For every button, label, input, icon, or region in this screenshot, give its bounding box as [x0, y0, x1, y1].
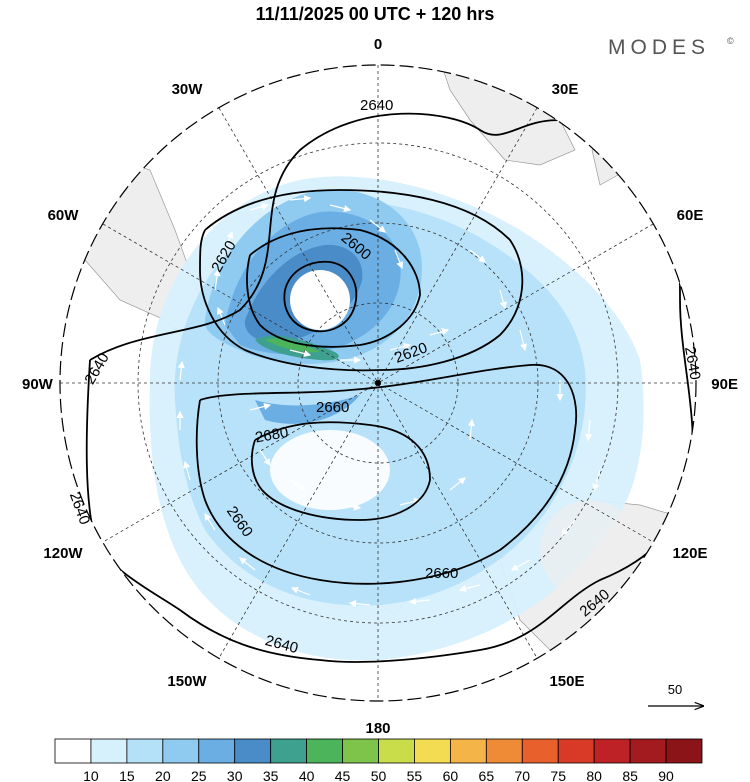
map-boundary — [59, 64, 697, 702]
label-90w: 90W — [22, 376, 54, 393]
brand-logo: MODES — [608, 36, 710, 59]
map-title: 11/11/2025 00 UTC + 120 hrs — [256, 4, 495, 24]
colorbar-tick-label: 10 — [83, 768, 99, 782]
colorbar-swatch — [485, 738, 523, 764]
colorbar-swatch — [234, 738, 272, 764]
colorbar-swatch — [342, 738, 379, 764]
label-150e: 150E — [549, 673, 584, 690]
colorbar-swatch — [629, 738, 667, 764]
reference-vector: 50 — [648, 682, 703, 706]
colorbar-swatch — [557, 738, 595, 764]
meridian-labels: 0 180 90W 90E 30W 60W 30E 60E 120W 150W … — [22, 36, 738, 737]
colorbar-swatch — [449, 738, 487, 764]
colorbar-swatch — [593, 738, 631, 764]
colorbar-tick-label: 20 — [155, 768, 171, 782]
label-90e: 90E — [711, 376, 738, 393]
colorbar-tick-label: 65 — [479, 768, 495, 782]
colorbar-swatch — [665, 738, 703, 764]
colorbar: 10 15 20 25 30 35 40 45 50 55 60 65 70 75 80 85 90 — [54, 738, 703, 782]
contour-2600 — [246, 227, 421, 348]
label-120e: 120E — [672, 545, 707, 562]
colorbar-tick-label: 45 — [335, 768, 351, 782]
contour-label: 2680 — [254, 424, 290, 447]
label-0: 0 — [374, 36, 382, 53]
contour-label: 2640 — [681, 345, 704, 381]
south-pole-marker — [375, 380, 381, 386]
colorbar-tick-label: 30 — [227, 768, 243, 782]
label-150w: 150W — [167, 673, 207, 690]
colorbar-swatch — [90, 738, 128, 764]
contour-2660-inner — [195, 364, 578, 585]
colorbar-swatch — [521, 738, 559, 764]
contour-label: 2660 — [316, 399, 349, 416]
colorbar-tick-label: 40 — [299, 768, 315, 782]
colorbar-swatch — [54, 738, 92, 764]
wind-speed-shading — [149, 176, 644, 661]
wind-vectors — [176, 195, 601, 608]
label-30e: 30E — [552, 81, 579, 98]
contour-2620 — [199, 189, 524, 372]
label-30w: 30W — [172, 81, 204, 98]
colorbar-swatch — [162, 738, 200, 764]
brand-mark: © — [727, 36, 734, 46]
colorbar-tick-label: 25 — [191, 768, 207, 782]
colorbar-swatch — [414, 738, 451, 764]
colorbar-swatch — [198, 738, 236, 764]
colorbar-tick-label: 75 — [550, 768, 566, 782]
label-180: 180 — [365, 720, 390, 737]
label-60w: 60W — [48, 207, 80, 224]
colorbar-tick-label: 60 — [443, 768, 459, 782]
colorbar-tick-label: 15 — [119, 768, 135, 782]
colorbar-swatch — [126, 738, 164, 764]
colorbar-tick-label: 70 — [514, 768, 530, 782]
contour-label: 2660 — [425, 565, 458, 582]
colorbar-swatch — [270, 738, 308, 764]
colorbar-swatch — [306, 738, 343, 764]
contour-2680 — [250, 421, 431, 521]
colorbar-tick-label: 55 — [407, 768, 423, 782]
label-120w: 120W — [43, 545, 83, 562]
colorbar-tick-label: 50 — [371, 768, 387, 782]
colorbar-tick-label: 90 — [658, 768, 674, 782]
contour-label: 2640 — [360, 97, 393, 114]
colorbar-tick-label: 80 — [586, 768, 602, 782]
colorbar-tick-label: 85 — [622, 768, 638, 782]
colorbar-swatch — [378, 738, 415, 764]
reference-vector-label: 50 — [668, 682, 682, 697]
label-60e: 60E — [677, 207, 704, 224]
contour-low-center — [283, 260, 358, 333]
colorbar-tick-label: 35 — [263, 768, 279, 782]
